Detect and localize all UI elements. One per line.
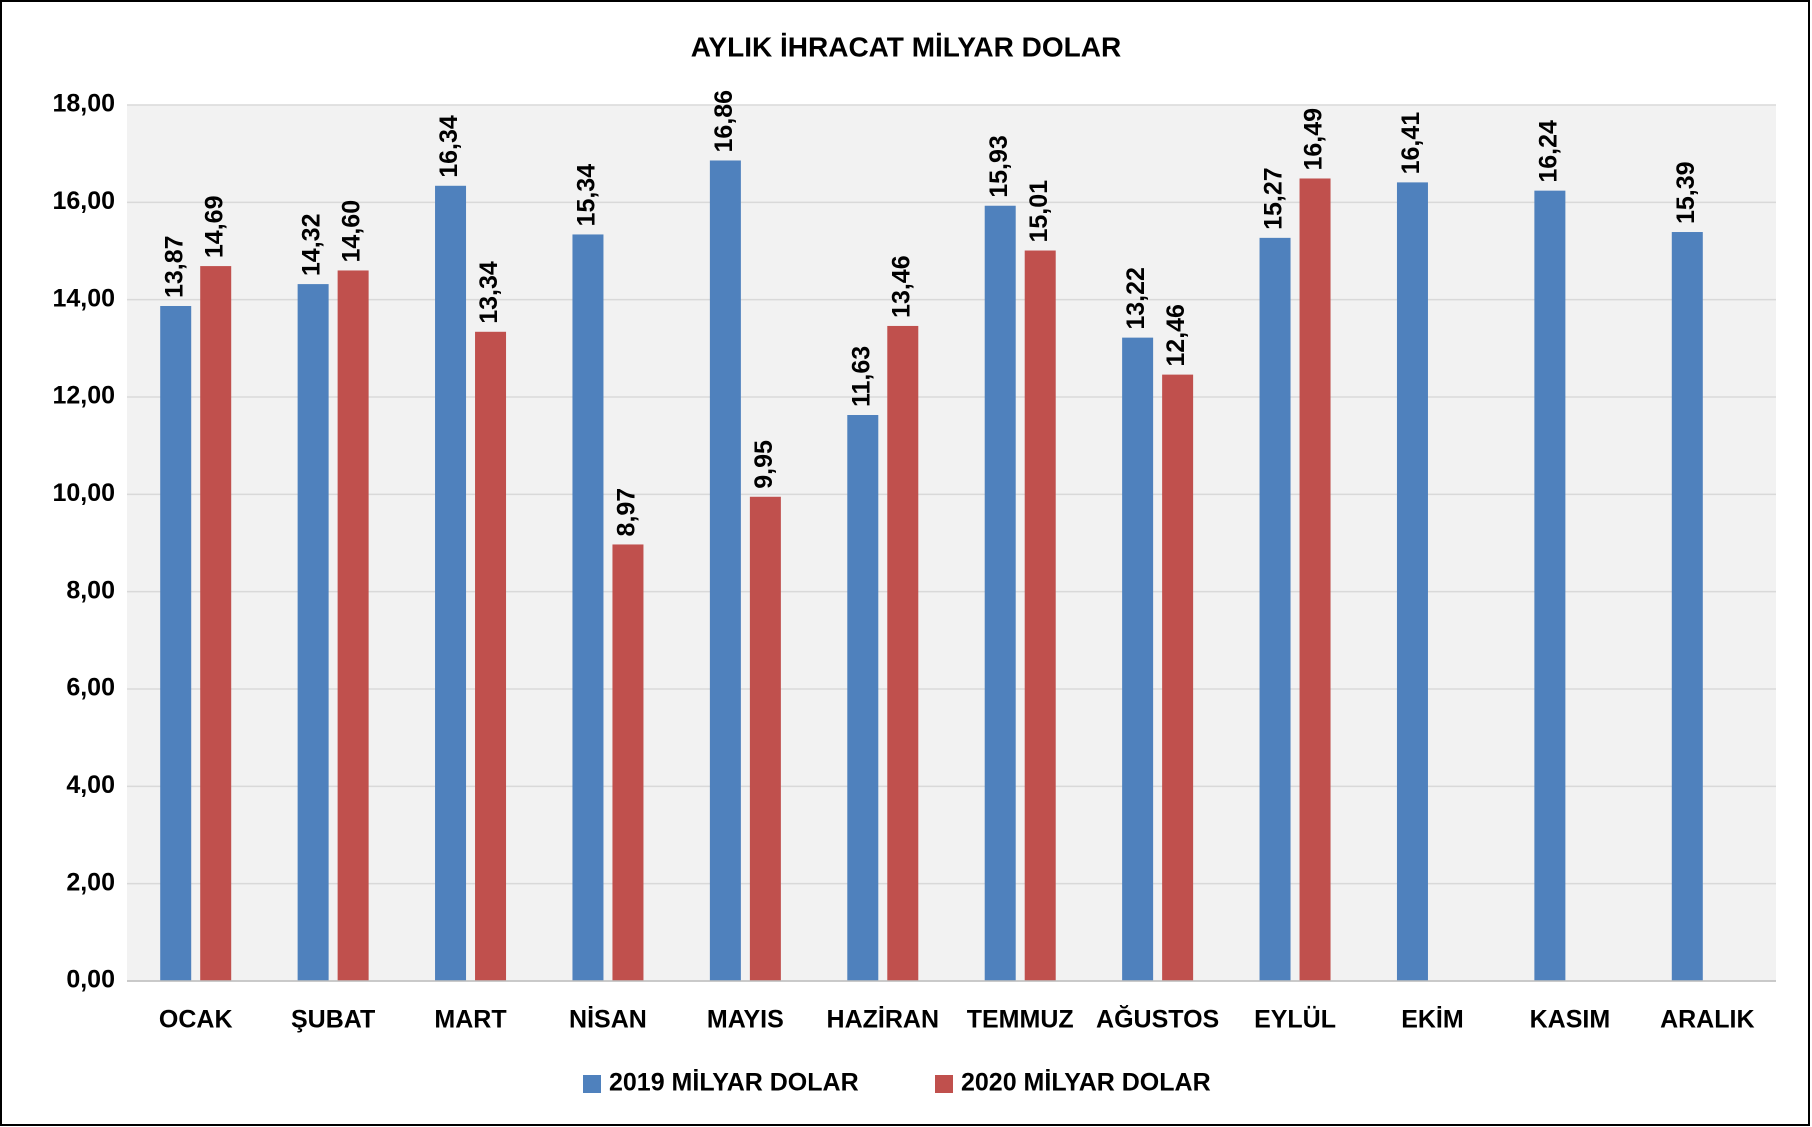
bar: [200, 266, 232, 981]
x-tick-label: NİSAN: [569, 1006, 647, 1034]
data-label: 14,60: [338, 200, 366, 263]
bar: [160, 305, 192, 981]
data-label: 15,01: [1025, 180, 1053, 243]
bar: [612, 544, 644, 981]
bar: [984, 205, 1016, 982]
bar: [435, 185, 467, 981]
y-tick-label: 14,00: [52, 284, 115, 312]
y-tick-label: 4,00: [66, 771, 115, 799]
x-tick-label: HAZİRAN: [827, 1006, 940, 1034]
plot-area: [127, 105, 1776, 981]
data-label: 15,34: [573, 164, 601, 227]
data-label: 13,87: [160, 235, 188, 298]
data-label: 11,63: [847, 346, 875, 407]
legend-swatch: [935, 1075, 953, 1093]
bar: [1024, 250, 1056, 982]
data-label: 8,97: [613, 488, 641, 537]
x-tick-label: MAYIS: [707, 1006, 784, 1034]
y-tick-label: 0,00: [66, 966, 115, 994]
x-tick-label: EKİM: [1401, 1006, 1464, 1034]
data-label: 14,69: [200, 196, 228, 259]
data-label: 14,32: [298, 214, 326, 277]
data-label: 15,93: [985, 135, 1013, 198]
bar: [887, 325, 919, 981]
legend-label: 2020 MİLYAR DOLAR: [961, 1069, 1211, 1097]
data-label: 16,34: [435, 115, 463, 178]
bar: [572, 234, 604, 981]
y-tick-label: 18,00: [52, 90, 115, 118]
data-label: 13,34: [475, 261, 503, 324]
y-tick-label: 16,00: [52, 187, 115, 215]
y-tick-label: 8,00: [66, 576, 115, 604]
bar: [1162, 374, 1194, 981]
y-tick-label: 12,00: [52, 382, 115, 410]
chart-title: AYLIK İHRACAT MİLYAR DOLAR: [691, 31, 1121, 62]
bar: [1534, 190, 1566, 982]
x-tick-label: OCAK: [159, 1006, 233, 1034]
x-tick-label: TEMMUZ: [967, 1006, 1074, 1034]
y-tick-label: 2,00: [66, 868, 115, 896]
bar: [337, 270, 369, 981]
x-tick-label: ŞUBAT: [291, 1006, 375, 1034]
bar: [1299, 178, 1331, 981]
data-label: 13,22: [1122, 267, 1150, 330]
y-tick-label: 10,00: [52, 479, 115, 507]
bar: [1396, 182, 1428, 981]
bar: [1259, 237, 1291, 982]
legend-label: 2019 MİLYAR DOLAR: [609, 1069, 859, 1097]
bar: [297, 284, 329, 981]
x-tick-label: EYLÜL: [1254, 1005, 1336, 1034]
x-tick-label: MART: [434, 1006, 506, 1034]
bar: [1122, 337, 1154, 981]
x-tick-label: ARALIK: [1660, 1006, 1754, 1034]
data-label: 15,27: [1260, 167, 1288, 230]
bar: [847, 415, 879, 981]
bar: [749, 496, 781, 981]
data-label: 16,24: [1534, 120, 1562, 183]
bar: [475, 331, 507, 982]
data-label: 15,39: [1672, 161, 1700, 224]
legend-swatch: [583, 1075, 601, 1093]
data-label: 16,86: [710, 90, 738, 153]
data-label: 16,49: [1300, 108, 1328, 171]
data-label: 13,46: [887, 255, 915, 318]
y-tick-label: 6,00: [66, 674, 115, 702]
bar: [1671, 232, 1703, 981]
x-tick-label: AĞUSTOS: [1096, 1005, 1219, 1034]
bar: [709, 160, 741, 982]
x-tick-label: KASIM: [1530, 1006, 1611, 1034]
data-label: 12,46: [1162, 304, 1190, 367]
data-label: 16,41: [1397, 112, 1425, 175]
data-label: 9,95: [750, 440, 778, 489]
